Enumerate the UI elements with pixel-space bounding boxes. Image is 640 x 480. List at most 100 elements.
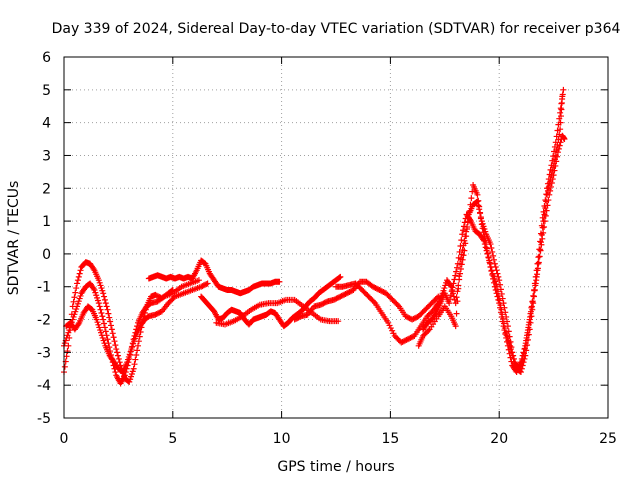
data-point — [195, 277, 202, 284]
data-point — [64, 332, 71, 339]
data-point — [106, 314, 113, 321]
data-point — [420, 308, 427, 315]
data-point — [420, 332, 427, 339]
data-point — [548, 162, 555, 169]
data-point — [424, 313, 431, 320]
x-tick-label: 20 — [490, 431, 508, 447]
data-point — [519, 352, 526, 359]
data-point — [426, 302, 433, 309]
data-point — [114, 349, 121, 356]
data-point — [364, 292, 371, 299]
data-point — [76, 295, 83, 302]
data-point — [447, 292, 454, 299]
chart-title: Day 339 of 2024, Sidereal Day-to-day VTE… — [52, 21, 621, 37]
data-point — [380, 288, 387, 295]
data-point — [92, 289, 99, 296]
data-point — [100, 337, 107, 344]
data-point — [101, 324, 108, 331]
data-point — [74, 303, 81, 310]
data-point — [556, 115, 563, 122]
data-point — [130, 340, 137, 347]
data-point — [394, 335, 401, 342]
data-point — [128, 373, 135, 380]
series-track-d — [145, 257, 283, 297]
data-point — [452, 272, 459, 279]
data-point — [360, 288, 367, 295]
data-point — [386, 322, 393, 329]
data-point — [77, 292, 84, 299]
data-point — [90, 285, 97, 292]
data-point — [125, 353, 132, 360]
data-point — [395, 336, 402, 343]
data-point — [402, 313, 409, 320]
y-tick-label: -1 — [37, 280, 51, 296]
data-point — [126, 378, 133, 385]
data-point — [538, 222, 545, 229]
data-point — [424, 304, 431, 311]
data-point — [446, 300, 453, 307]
data-point — [457, 260, 464, 267]
data-point — [336, 274, 343, 281]
data-point — [552, 162, 559, 169]
data-point — [165, 300, 172, 307]
data-point — [550, 153, 557, 160]
data-point — [546, 191, 553, 198]
data-point — [332, 296, 339, 303]
data-point — [365, 293, 372, 300]
data-point — [479, 225, 486, 232]
data-point — [538, 241, 545, 248]
data-point — [497, 281, 504, 288]
data-point — [129, 343, 136, 350]
data-point — [388, 295, 395, 302]
data-point — [536, 253, 543, 260]
data-point — [96, 279, 103, 286]
data-point — [330, 296, 337, 303]
data-point — [461, 237, 468, 244]
data-point — [535, 259, 542, 266]
data-point — [453, 294, 460, 301]
y-tick-label: 1 — [42, 214, 51, 230]
data-point — [556, 142, 563, 149]
data-point — [109, 330, 116, 337]
data-point — [333, 295, 340, 302]
data-point — [413, 314, 420, 321]
data-point — [100, 290, 107, 297]
data-point — [485, 254, 492, 261]
data-point — [114, 352, 121, 359]
data-point — [404, 336, 411, 343]
data-point — [65, 329, 72, 336]
data-point — [558, 100, 565, 107]
data-point — [61, 363, 68, 370]
data-point — [549, 157, 556, 164]
data-point — [383, 290, 390, 297]
data-point — [428, 309, 435, 316]
data-point — [551, 148, 558, 155]
data-point — [93, 292, 100, 299]
data-point — [97, 329, 104, 336]
data-point — [134, 347, 141, 354]
data-point — [127, 348, 134, 355]
data-point — [455, 285, 462, 292]
x-tick-label: 10 — [273, 431, 291, 447]
data-point — [341, 291, 348, 298]
data-point — [501, 327, 508, 334]
data-point — [99, 287, 106, 294]
data-point — [385, 319, 392, 326]
data-point — [73, 285, 80, 292]
data-point — [457, 243, 464, 250]
data-point — [402, 337, 409, 344]
x-tick-label: 5 — [168, 431, 177, 447]
data-point — [384, 291, 391, 298]
data-point — [476, 203, 483, 210]
data-point — [504, 338, 511, 345]
data-point — [202, 281, 209, 288]
series-track-j — [415, 86, 567, 376]
data-point — [72, 289, 79, 296]
data-point — [361, 289, 368, 296]
data-point — [75, 298, 82, 305]
data-point — [465, 214, 472, 221]
data-point — [352, 280, 359, 287]
data-point — [317, 301, 324, 308]
data-point — [403, 313, 410, 320]
